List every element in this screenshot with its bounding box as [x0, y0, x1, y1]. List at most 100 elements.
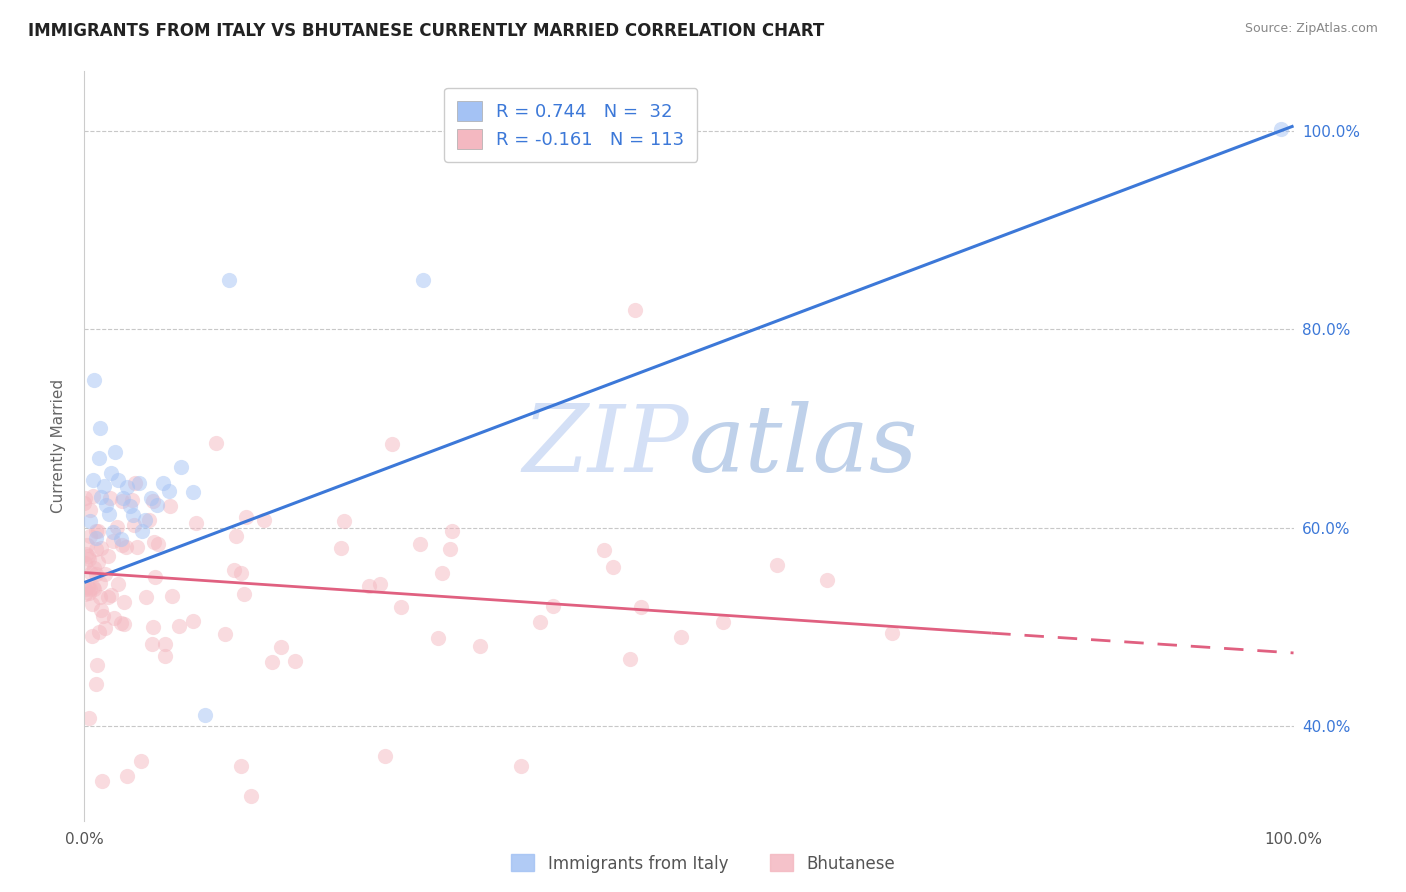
Point: [93, 479, 115, 493]
Point: [77, 580, 100, 594]
Point: [94, 567, 117, 582]
Point: [427, 631, 450, 645]
Point: [90, 773, 112, 788]
Point: [98, 491, 121, 505]
Point: [253, 512, 276, 526]
Point: [630, 600, 652, 615]
Point: [184, 516, 207, 530]
Point: [110, 532, 132, 546]
Point: [86, 657, 108, 672]
Point: [117, 769, 139, 783]
Point: [127, 540, 149, 554]
Point: [79, 529, 101, 543]
Point: [131, 524, 153, 538]
Point: [391, 599, 413, 614]
Point: [239, 789, 262, 803]
Point: [89, 575, 111, 590]
Point: [541, 599, 564, 613]
Point: [135, 590, 157, 604]
Point: [76, 538, 98, 552]
Point: [107, 576, 129, 591]
Point: [229, 759, 252, 773]
Point: [430, 566, 453, 581]
Point: [111, 493, 134, 508]
Point: [181, 484, 204, 499]
Point: [122, 518, 145, 533]
Point: [107, 520, 129, 534]
Point: [412, 273, 434, 287]
Point: [441, 524, 464, 538]
Point: [87, 625, 110, 640]
Point: [75, 587, 97, 601]
Point: [79, 502, 101, 516]
Point: [89, 590, 111, 604]
Y-axis label: Currently Married: Currently Married: [51, 379, 66, 513]
Point: [409, 536, 432, 550]
Point: [439, 541, 461, 556]
Point: [134, 513, 156, 527]
Point: [146, 537, 169, 551]
Point: [84, 567, 107, 582]
Point: [359, 579, 381, 593]
Point: [711, 615, 734, 630]
Point: [120, 499, 142, 513]
Point: [90, 541, 112, 555]
Point: [142, 620, 165, 634]
Point: [94, 498, 117, 512]
Point: [101, 533, 124, 548]
Point: [225, 529, 247, 543]
Point: [170, 459, 193, 474]
Legend: R = 0.744   N =  32, R = -0.161   N = 113: R = 0.744 N = 32, R = -0.161 N = 113: [444, 88, 697, 162]
Legend: Immigrants from Italy, Bhutanese: Immigrants from Italy, Bhutanese: [505, 847, 901, 880]
Point: [80, 598, 103, 612]
Point: [222, 563, 245, 577]
Point: [214, 627, 236, 641]
Point: [77, 549, 100, 563]
Text: ZIP: ZIP: [522, 401, 689, 491]
Point: [77, 586, 100, 600]
Point: [97, 590, 120, 604]
Point: [152, 476, 174, 491]
Point: [112, 491, 135, 506]
Point: [141, 637, 163, 651]
Point: [593, 543, 616, 558]
Point: [374, 749, 396, 764]
Point: [233, 587, 256, 601]
Point: [159, 499, 181, 513]
Point: [1270, 122, 1292, 136]
Point: [766, 558, 789, 573]
Point: [157, 483, 180, 498]
Point: [100, 466, 122, 480]
Point: [129, 754, 152, 768]
Point: [103, 611, 125, 625]
Point: [82, 490, 104, 504]
Point: [602, 560, 624, 574]
Point: [138, 513, 160, 527]
Point: [112, 595, 135, 609]
Point: [83, 560, 105, 574]
Text: IMMIGRANTS FROM ITALY VS BHUTANESE CURRENTLY MARRIED CORRELATION CHART: IMMIGRANTS FROM ITALY VS BHUTANESE CURRE…: [28, 22, 824, 40]
Point: [235, 509, 257, 524]
Point: [128, 475, 150, 490]
Point: [84, 524, 107, 539]
Point: [79, 514, 101, 528]
Point: [162, 589, 184, 603]
Point: [110, 615, 132, 630]
Point: [75, 491, 97, 505]
Point: [111, 538, 134, 552]
Point: [87, 450, 110, 465]
Point: [146, 499, 169, 513]
Point: [114, 540, 136, 554]
Point: [82, 473, 104, 487]
Point: [153, 649, 176, 664]
Point: [87, 524, 110, 539]
Point: [880, 626, 903, 640]
Point: [153, 637, 176, 651]
Point: [124, 475, 146, 490]
Point: [115, 480, 138, 494]
Point: [97, 507, 120, 521]
Point: [104, 445, 127, 459]
Point: [75, 556, 97, 570]
Point: [623, 302, 645, 317]
Point: [381, 436, 404, 450]
